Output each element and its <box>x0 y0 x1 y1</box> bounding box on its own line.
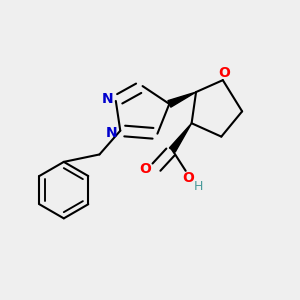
Text: O: O <box>183 171 195 185</box>
Text: N: N <box>106 126 118 140</box>
Text: O: O <box>218 66 230 80</box>
Polygon shape <box>168 92 196 107</box>
Text: H: H <box>194 180 203 193</box>
Text: N: N <box>102 92 113 106</box>
Polygon shape <box>169 123 192 152</box>
Text: O: O <box>139 162 151 176</box>
